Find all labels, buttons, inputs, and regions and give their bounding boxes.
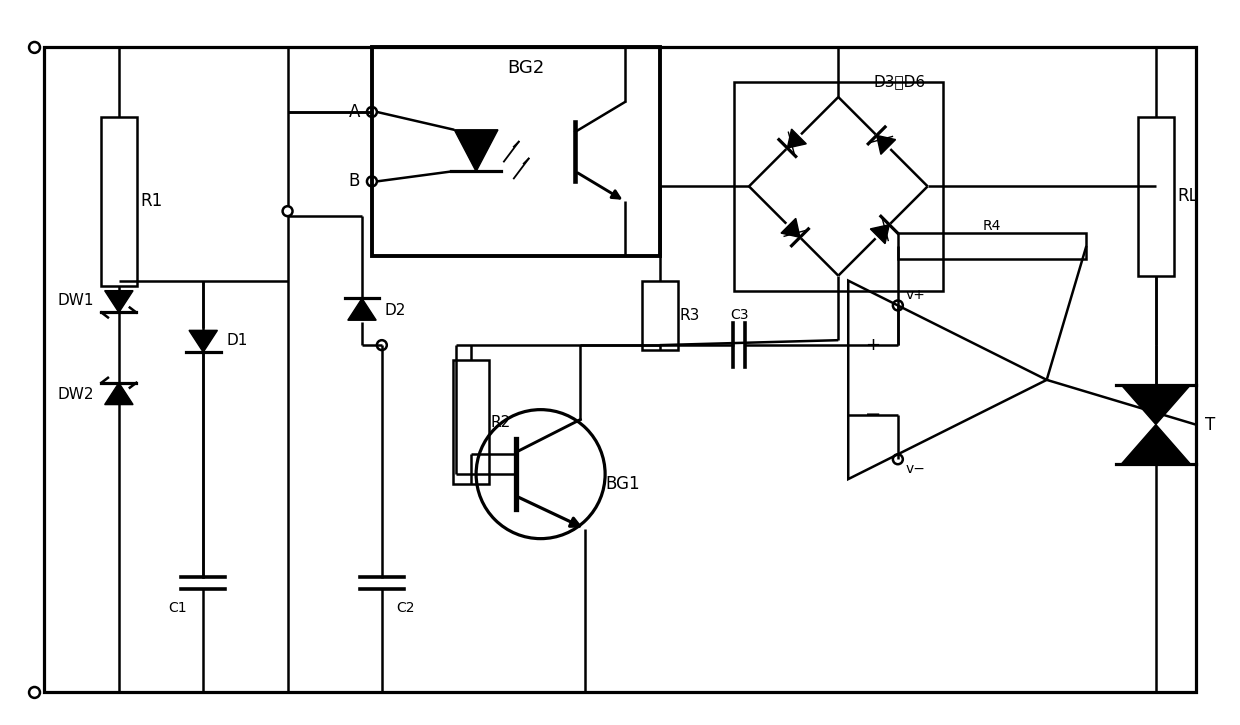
Polygon shape xyxy=(1121,425,1190,464)
Polygon shape xyxy=(188,331,217,352)
Text: D1: D1 xyxy=(226,333,248,348)
Polygon shape xyxy=(454,130,498,172)
Text: DW1: DW1 xyxy=(57,293,94,308)
Text: RL: RL xyxy=(1178,187,1199,205)
Text: R4: R4 xyxy=(983,219,1002,233)
Text: +: + xyxy=(866,336,880,354)
Bar xyxy=(734,82,942,291)
Text: D3～D6: D3～D6 xyxy=(873,74,925,89)
Bar xyxy=(372,47,660,256)
Polygon shape xyxy=(104,383,133,405)
Polygon shape xyxy=(787,129,806,148)
Bar xyxy=(454,360,489,484)
Text: DW2: DW2 xyxy=(57,387,94,402)
Polygon shape xyxy=(877,136,895,154)
Bar xyxy=(642,281,677,350)
Polygon shape xyxy=(1121,385,1190,425)
Polygon shape xyxy=(781,218,800,237)
Text: A: A xyxy=(348,103,360,121)
Text: B: B xyxy=(348,173,360,191)
Text: T: T xyxy=(1205,415,1215,434)
Bar xyxy=(898,233,1086,259)
Text: C3: C3 xyxy=(730,308,748,323)
Polygon shape xyxy=(104,291,133,312)
Text: R3: R3 xyxy=(680,308,699,323)
Text: v−: v− xyxy=(905,463,926,476)
Text: R2: R2 xyxy=(491,415,511,429)
Text: D2: D2 xyxy=(384,303,407,318)
Text: R1: R1 xyxy=(140,192,162,210)
Polygon shape xyxy=(347,299,376,320)
Text: C1: C1 xyxy=(169,601,187,615)
Text: v+: v+ xyxy=(905,289,926,302)
Text: −: − xyxy=(864,405,882,424)
Text: BG1: BG1 xyxy=(605,475,640,493)
Bar xyxy=(45,47,1195,692)
Text: BG2: BG2 xyxy=(507,59,544,78)
Polygon shape xyxy=(870,225,889,244)
Bar xyxy=(100,117,136,286)
Bar xyxy=(1138,117,1174,276)
Text: C2: C2 xyxy=(397,601,415,615)
